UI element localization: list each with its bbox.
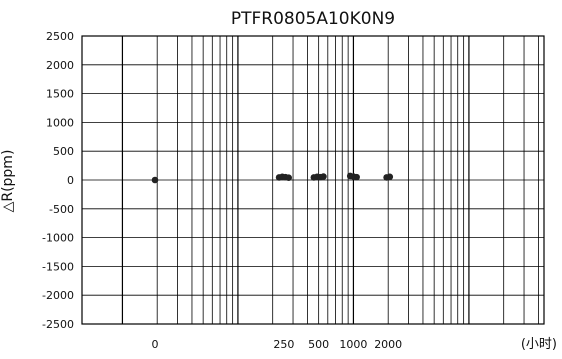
y-tick-label: 0 <box>67 174 74 187</box>
tick-label-layer: 25002000150010005000-500-1000-1500-2000-… <box>42 30 402 351</box>
x-tick-label: 500 <box>308 338 329 351</box>
y-tick-label: 2500 <box>46 30 74 43</box>
data-point <box>353 173 360 181</box>
x-tick-label: 2000 <box>374 338 402 351</box>
y-tick-label: -1000 <box>42 232 74 245</box>
y-tick-label: -2500 <box>42 318 74 331</box>
y-tick-label: 1000 <box>46 116 74 129</box>
chart-title: PTFR0805A10K0N9 <box>231 9 395 29</box>
x-tick-label: 250 <box>273 338 294 351</box>
data-point <box>320 173 327 180</box>
x-tick-label: 0 <box>152 338 159 351</box>
y-tick-label: -2000 <box>42 289 74 302</box>
data-point <box>151 176 159 184</box>
data-point <box>386 173 394 181</box>
data-point <box>285 174 292 181</box>
x-axis-label: (小时) <box>521 337 557 352</box>
y-tick-label: 1500 <box>46 88 74 101</box>
grid-layer <box>82 35 544 325</box>
data-point-layer <box>151 172 394 184</box>
y-tick-label: 2000 <box>46 59 74 72</box>
y-tick-label: -1500 <box>42 260 74 273</box>
y-tick-label: 500 <box>53 145 74 158</box>
y-tick-label: -500 <box>49 203 74 216</box>
plot-frame <box>81 35 545 325</box>
y-axis-label: △R(ppm) <box>0 150 16 213</box>
x-tick-label: 1000 <box>339 338 367 351</box>
